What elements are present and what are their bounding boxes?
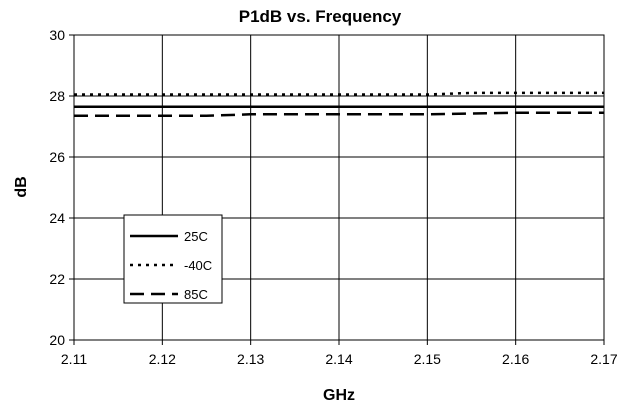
chart-title: P1dB vs. Frequency xyxy=(239,7,402,26)
x-axis-title: GHz xyxy=(323,387,355,404)
legend-label-25c: 25C xyxy=(184,229,208,244)
y-axis-ticks: 20 22 24 26 28 30 xyxy=(49,27,74,348)
x-tick-label-2-16: 2.16 xyxy=(502,351,529,367)
y-tick-label-30: 30 xyxy=(49,27,65,43)
y-tick-label-20: 20 xyxy=(49,332,65,348)
x-tick-label-2-13: 2.13 xyxy=(237,351,264,367)
series-lines xyxy=(74,91,604,118)
y-tick-label-24: 24 xyxy=(49,210,65,226)
y-tick-label-22: 22 xyxy=(49,271,65,287)
series-line-40c xyxy=(74,91,604,96)
legend: 25C -40C 85C xyxy=(123,214,223,304)
x-tick-label-2-11: 2.11 xyxy=(61,351,87,367)
legend-items: 25C -40C 85C xyxy=(130,229,212,302)
y-tick-label-28: 28 xyxy=(49,88,65,104)
y-tick-label-26: 26 xyxy=(49,149,65,165)
x-axis-ticks: 2.11 2.12 2.13 2.14 2.15 2.16 2.17 xyxy=(61,340,618,367)
y-axis-title: dB xyxy=(13,176,30,197)
x-tick-label-2-14: 2.14 xyxy=(325,351,352,367)
legend-box xyxy=(123,214,223,304)
x-tick-label-2-12: 2.12 xyxy=(149,351,176,367)
x-tick-label-2-15: 2.15 xyxy=(414,351,441,367)
legend-label-85c: 85C xyxy=(184,287,208,302)
x-tick-label-2-17: 2.17 xyxy=(590,351,617,367)
series-line-85c xyxy=(74,111,604,118)
legend-label-40c: -40C xyxy=(184,258,212,273)
